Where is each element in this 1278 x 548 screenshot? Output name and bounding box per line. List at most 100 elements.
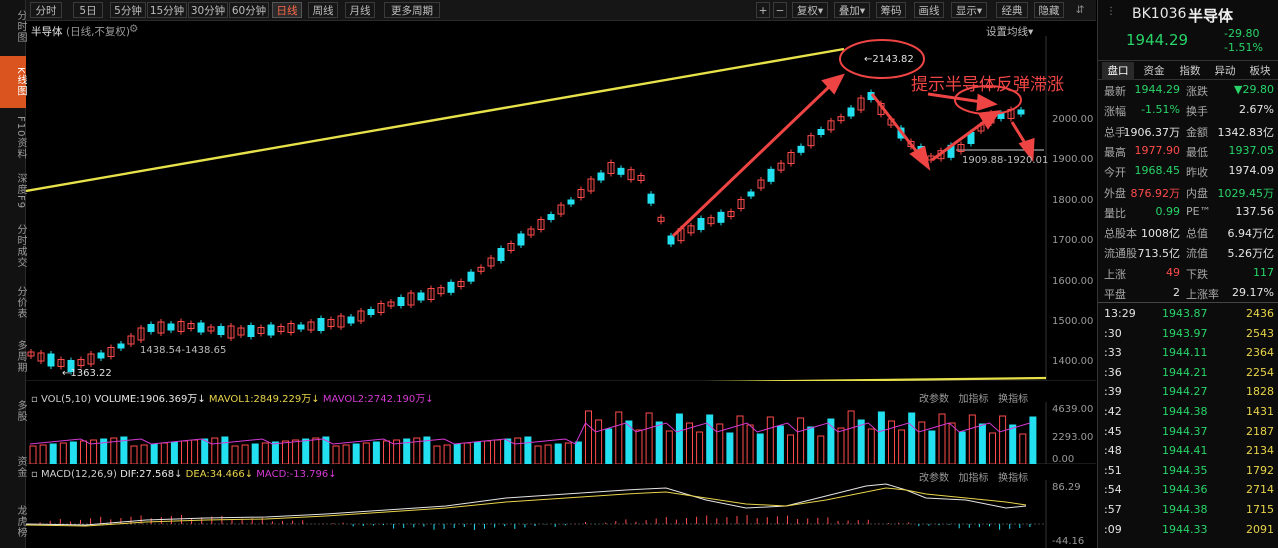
quote-row: 最新 1944.29 涨跌 ▼29.80 <box>1104 83 1274 101</box>
hide-button[interactable]: 隐藏 <box>1034 2 1064 18</box>
quote-value: ▼29.80 <box>1234 83 1274 96</box>
quote-key: 流通股 <box>1104 247 1137 261</box>
volume-bar <box>989 432 996 464</box>
quote-value: 1937.05 <box>1228 143 1275 157</box>
volume-bar <box>1019 433 1027 464</box>
draw-line-button[interactable]: 画线 <box>914 2 944 18</box>
vol-tick: 4639.00 <box>1052 404 1093 415</box>
volume-bar <box>282 440 289 464</box>
macd-switch-button[interactable]: 换指标 <box>998 473 1029 484</box>
nav-capital[interactable]: 资金 <box>15 456 26 478</box>
tick-time: :39 <box>1104 385 1122 399</box>
tick-price: 1944.37 <box>1162 424 1208 438</box>
quote-row: 流通股 713.5亿 流值 5.26万亿 <box>1104 245 1274 263</box>
menu-icon[interactable]: ⋮ <box>1106 6 1116 17</box>
period-month[interactable]: 月线 <box>345 2 375 18</box>
tick-time: :09 <box>1104 522 1122 536</box>
volume-bar <box>938 413 946 464</box>
quote-value: 1977.90 <box>1134 143 1181 157</box>
quote-key: 总手 <box>1104 125 1126 139</box>
volume-bar <box>968 414 976 464</box>
quote-row: 涨幅 -1.51% 换手 2.67% <box>1104 103 1274 121</box>
tick-price: 1944.41 <box>1162 444 1208 458</box>
volume-bar <box>100 438 108 464</box>
nav-depth[interactable]: 深度F9 <box>15 172 26 210</box>
period-15min[interactable]: 15分钟 <box>147 2 187 18</box>
tab-sector[interactable]: 板块 <box>1249 65 1271 77</box>
nav-dragon-tiger[interactable]: 龙虎榜 <box>15 504 26 538</box>
nav-timeshare[interactable]: 分时图 <box>15 9 26 43</box>
zoom-in-button[interactable]: + <box>756 2 770 18</box>
vol-switch-button[interactable]: 换指标 <box>998 394 1029 405</box>
volume-bar <box>221 436 229 464</box>
volume-bar <box>807 426 815 464</box>
volume-bar <box>948 422 956 464</box>
period-30min[interactable]: 30分钟 <box>188 2 228 18</box>
macd-tick: 86.29 <box>1052 482 1081 493</box>
nav-multi-period[interactable]: 多周期 <box>15 339 26 373</box>
volume-bar <box>403 438 411 464</box>
period-more[interactable]: 更多周期 <box>384 2 440 18</box>
zoom-out-button[interactable]: − <box>773 2 787 18</box>
chart-subtitle: (日线,不复权) <box>66 26 131 38</box>
period-week[interactable]: 周线 <box>308 2 338 18</box>
volume-bar <box>494 439 502 464</box>
collapse-icon[interactable]: ⇵ <box>1075 4 1085 16</box>
stock-price: 1944.29 <box>1126 31 1189 49</box>
volume-bar <box>837 427 845 464</box>
overlay-button[interactable]: 叠加▾ <box>834 2 870 18</box>
volume-bar <box>787 434 794 464</box>
volume-bar <box>59 442 67 464</box>
quote-key: 今开 <box>1104 166 1126 180</box>
volume-bar <box>726 432 734 464</box>
tab-handicap[interactable]: 盘口 <box>1102 62 1134 80</box>
period-5day[interactable]: 5日 <box>73 2 103 18</box>
trend-line <box>26 47 845 193</box>
nav-price-table[interactable]: 分价表 <box>15 285 26 319</box>
tick-volume: 1828 <box>1246 385 1274 399</box>
volume-bar <box>352 443 360 464</box>
adjust-button[interactable]: 复权▾ <box>792 2 828 18</box>
tick-row: :39 1944.27 1828 <box>1104 385 1274 403</box>
gear-icon[interactable]: ⚙ <box>129 23 139 35</box>
volume-bar <box>140 444 148 464</box>
volume-bar <box>261 442 269 464</box>
high-label: ←2143.82 <box>864 54 914 65</box>
classic-button[interactable]: 经典 <box>996 2 1028 18</box>
volume-bar <box>514 437 522 464</box>
volume-bar <box>574 441 582 464</box>
period-day[interactable]: 日线 <box>272 2 302 18</box>
quote-value: 1968.45 <box>1134 164 1181 178</box>
period-timeshare[interactable]: 分时 <box>30 2 62 18</box>
kline-chart[interactable]: 2000.00 1900.00 1800.00 1700.00 1600.00 … <box>26 36 1096 381</box>
macd-buttons: 改参数 加指标 换指标 <box>919 469 1028 484</box>
volume-bar <box>271 441 279 464</box>
nav-kline[interactable]: K线图 <box>0 56 26 108</box>
volume-bar <box>877 411 885 464</box>
volume-bar <box>322 436 330 464</box>
chips-button[interactable]: 筹码 <box>876 2 906 18</box>
volume-bar <box>978 423 986 464</box>
period-5min[interactable]: 5分钟 <box>110 2 146 18</box>
left-nav: 分时图 K线图 F10资料 深度F9 分时成交 分价表 多周期 多股 资金 龙虎… <box>0 0 26 548</box>
nav-multi-stock[interactable]: 多股 <box>15 400 26 422</box>
nav-tick-trades[interactable]: 分时成交 <box>15 224 26 268</box>
period-60min[interactable]: 60分钟 <box>229 2 269 18</box>
quote-value: 876.92万 <box>1130 186 1181 200</box>
tick-row: :51 1944.35 1792 <box>1104 464 1274 482</box>
quote-value: 1342.83亿 <box>1217 125 1275 139</box>
tick-price: 1943.97 <box>1162 326 1208 340</box>
tab-anomaly[interactable]: 异动 <box>1214 65 1236 77</box>
volume-bar <box>504 438 512 464</box>
vol-add-button[interactable]: 加指标 <box>958 394 989 405</box>
macd-param-button[interactable]: 改参数 <box>919 473 949 484</box>
display-button[interactable]: 显示▾ <box>951 2 987 18</box>
tick-price: 1944.21 <box>1162 365 1208 379</box>
macd-add-button[interactable]: 加指标 <box>958 473 989 484</box>
vol-param-button[interactable]: 改参数 <box>919 394 949 405</box>
ma-settings-button[interactable]: 设置均线▾ <box>986 26 1034 38</box>
tab-index[interactable]: 指数 <box>1179 65 1201 77</box>
volume-bar <box>706 414 714 464</box>
nav-f10[interactable]: F10资料 <box>15 116 26 160</box>
tab-capital[interactable]: 资金 <box>1143 65 1165 77</box>
